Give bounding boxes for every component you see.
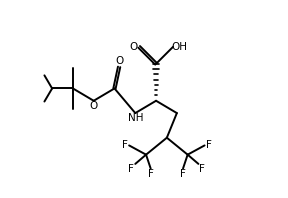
Text: NH: NH	[128, 113, 143, 124]
Text: O: O	[130, 42, 138, 52]
Text: F: F	[199, 164, 205, 173]
Text: F: F	[128, 164, 134, 173]
Text: OH: OH	[171, 42, 187, 52]
Text: F: F	[122, 140, 127, 150]
Text: F: F	[180, 169, 186, 179]
Text: F: F	[206, 140, 212, 150]
Text: O: O	[90, 101, 98, 111]
Text: O: O	[115, 56, 123, 67]
Text: F: F	[148, 169, 154, 179]
